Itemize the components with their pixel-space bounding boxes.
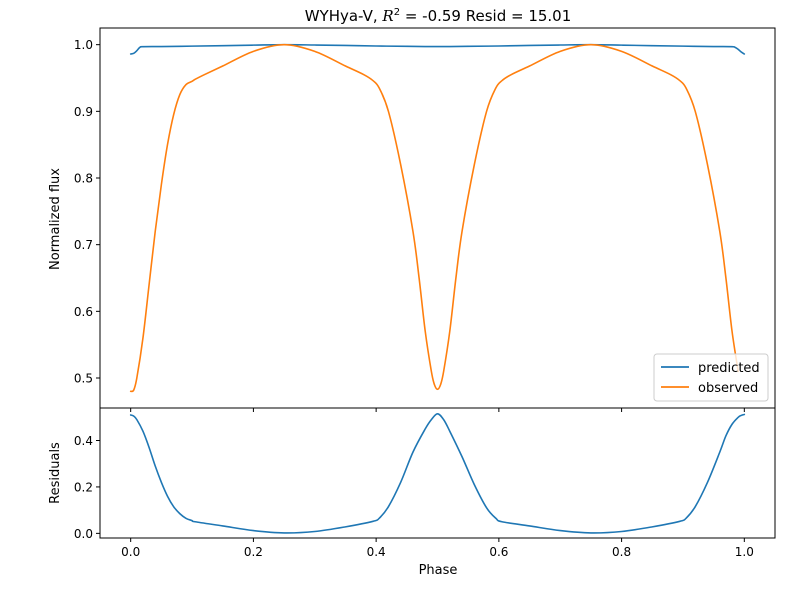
residuals-y-tick-label: 0.2 xyxy=(74,480,93,494)
legend: predicted observed xyxy=(653,353,769,402)
flux-y-tick-label: 0.6 xyxy=(74,305,93,319)
residuals-y-tick-label: 0.0 xyxy=(74,527,93,541)
flux-y-tick-label: 0.9 xyxy=(74,105,93,119)
residuals-y-ticks: 0.0 0.2 0.4 xyxy=(74,434,100,541)
flux-axes-frame xyxy=(99,27,776,409)
residuals-axes-frame xyxy=(99,407,776,539)
chart-title-prefix: WYHya-V, xyxy=(305,7,383,25)
residuals-series-line-residuals xyxy=(129,413,746,534)
flux-y-tick-label: 1.0 xyxy=(74,38,93,52)
x-axis-label: Phase xyxy=(419,563,458,578)
residuals-panel: 0.0 0.2 0.4 0.0 0.2 0.4 0.6 0.8 1.0 Residuals P… xyxy=(48,407,776,578)
x-tick-label: 1.0 xyxy=(735,545,754,559)
x-tick-label: 0.2 xyxy=(244,545,263,559)
chart-title-r-exponent: 2 xyxy=(394,7,400,18)
flux-series-line-predicted xyxy=(129,43,746,55)
flux-series-group xyxy=(129,43,746,393)
residuals-y-tick-label: 0.4 xyxy=(74,434,93,448)
flux-y-ticks: 0.5 0.6 0.7 0.8 0.9 1.0 xyxy=(74,38,100,386)
x-tick-label: 0.4 xyxy=(367,545,386,559)
flux-y-tick-label: 0.8 xyxy=(74,172,93,186)
flux-y-tick-label: 0.7 xyxy=(74,238,93,252)
x-tick-label: 0.0 xyxy=(121,545,140,559)
x-tick-label: 0.8 xyxy=(612,545,631,559)
residuals-y-axis-label: Residuals xyxy=(48,442,63,504)
flux-panel: 0.5 0.6 0.7 0.8 0.9 1.0 Normalized flux predi… xyxy=(48,27,776,409)
chart-title: WYHya-V, R2 = -0.59 Resid = 15.01 xyxy=(305,7,572,25)
chart-title-r-symbol: R xyxy=(381,7,393,25)
flux-y-tick-label: 0.5 xyxy=(74,372,93,386)
legend-predicted-label: predicted xyxy=(698,361,760,376)
legend-box xyxy=(653,353,769,402)
residuals-series-group xyxy=(129,413,746,534)
flux-series-line-observed xyxy=(129,43,739,393)
x-tick-label: 0.6 xyxy=(489,545,508,559)
legend-observed-label: observed xyxy=(698,381,758,396)
x-ticks: 0.0 0.2 0.4 0.6 0.8 1.0 xyxy=(121,408,754,559)
chart-title-suffix: = -0.59 Resid = 15.01 xyxy=(400,7,571,25)
flux-y-axis-label: Normalized flux xyxy=(48,168,63,270)
